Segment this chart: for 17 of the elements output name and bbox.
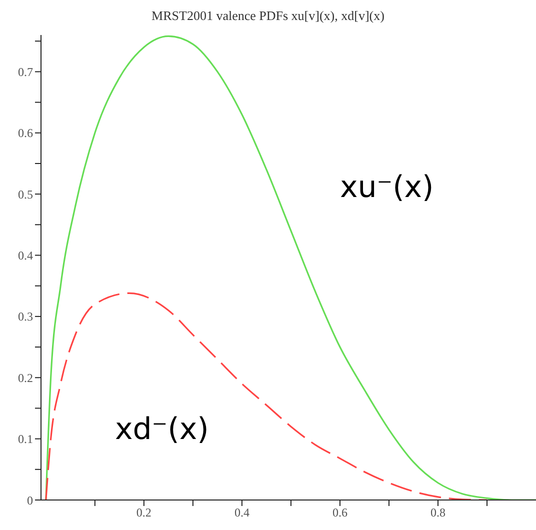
x-tick-label: 0.2: [136, 506, 152, 520]
y-tick-label: 0.5: [18, 187, 33, 202]
x-tick-label: 0.4: [234, 506, 250, 520]
line-series: [45, 292, 488, 500]
x-tick-label: 0.6: [332, 506, 348, 520]
x-tick-label: 0.8: [430, 506, 446, 520]
series-label: xd⁻(x): [115, 412, 209, 447]
series-label: xu⁻(x): [340, 170, 434, 205]
y-tick-label: 0.4: [18, 248, 33, 263]
chart-title: MRST2001 valence PDFs xu[v](x), xd[v](x): [150, 8, 386, 24]
y-tick-label: 0.7: [18, 64, 33, 79]
y-tick-label: 0: [27, 493, 33, 508]
y-tick-label: 0.1: [18, 432, 33, 446]
y-tick-label: 0.2: [18, 370, 33, 385]
y-tick-label: 0.3: [18, 310, 33, 324]
y-tick-label: 0.6: [18, 126, 33, 140]
line-series: [45, 35, 536, 500]
